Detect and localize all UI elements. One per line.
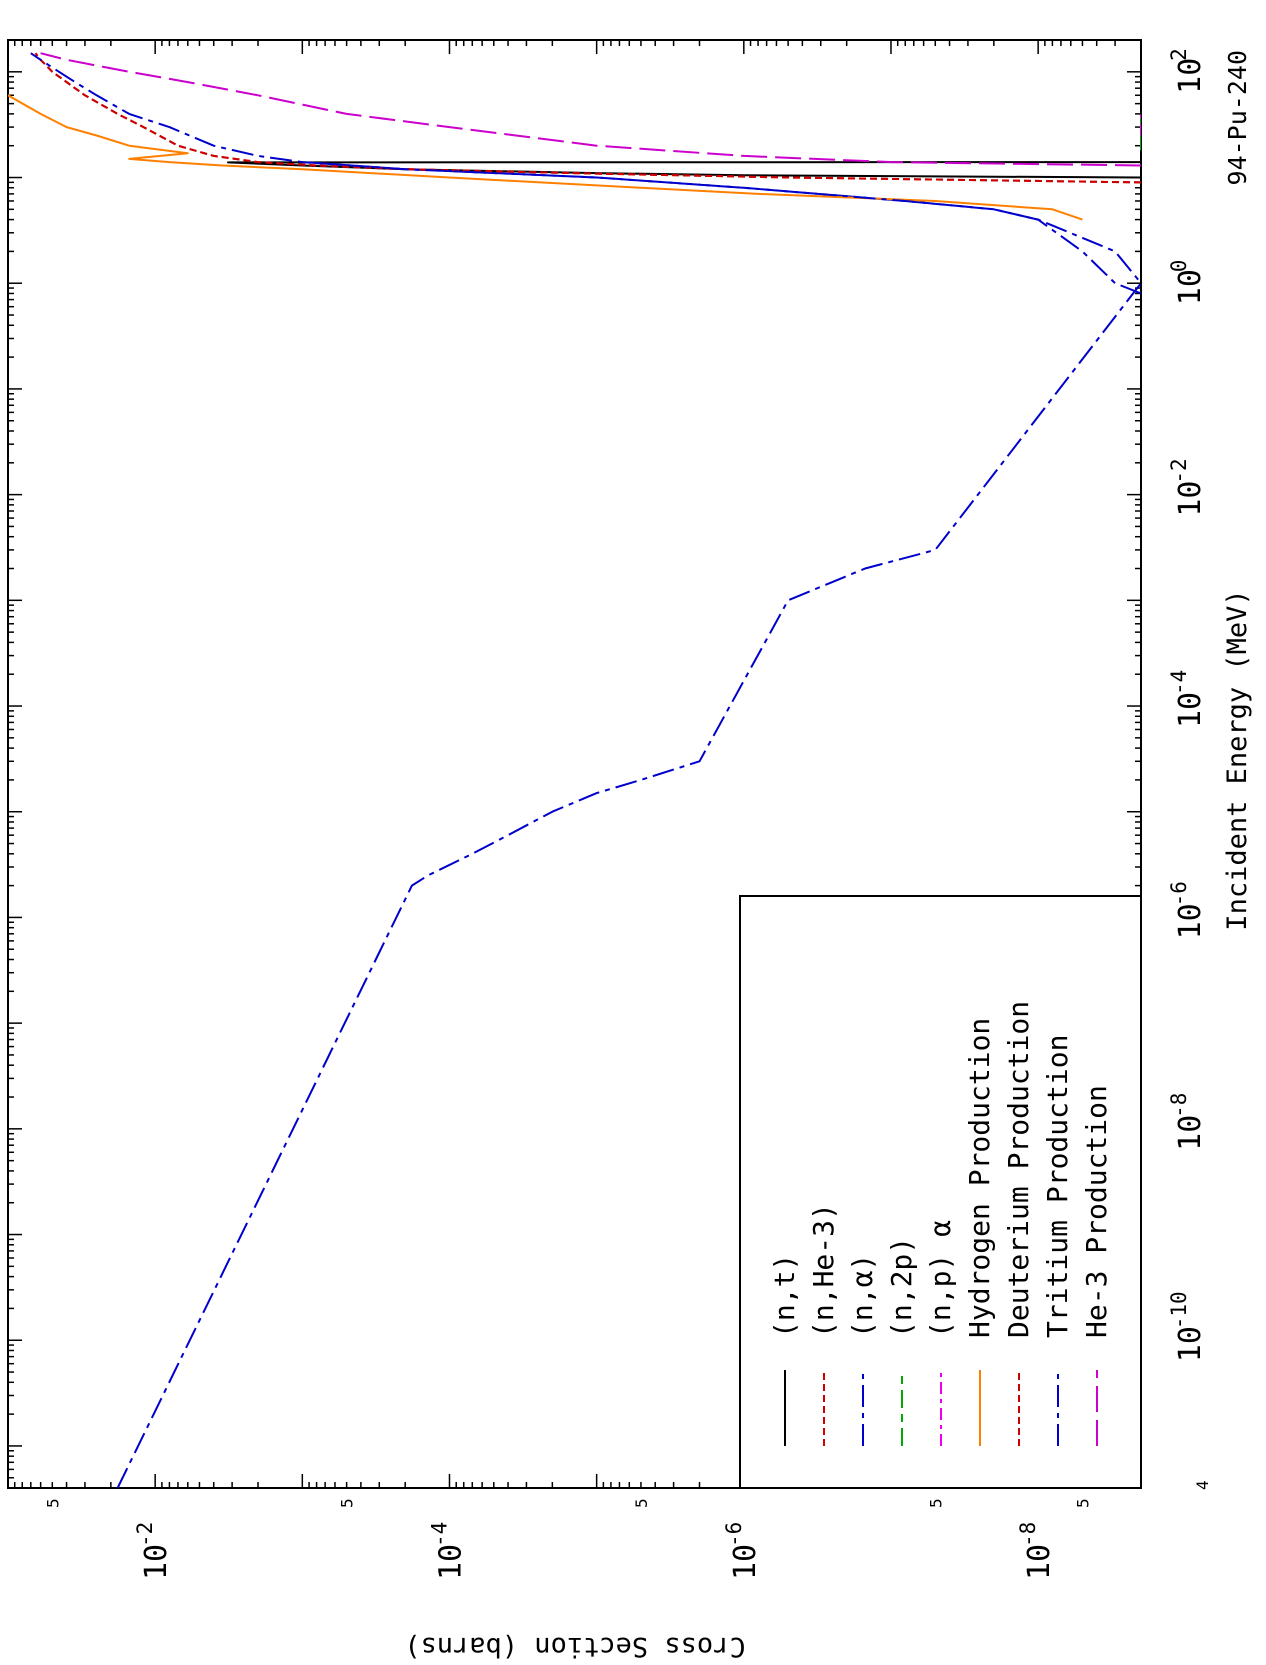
energy-tick-label: 10-8: [1167, 1093, 1208, 1151]
legend-label: Tritium Production: [1041, 1035, 1074, 1338]
cross-section-tick-label: 10-6: [722, 1522, 763, 1580]
energy-tick-base: 10: [1173, 480, 1208, 516]
axis-labels: 10-1010-810-610-410-2100102410-210-410-6…: [43, 48, 1253, 1662]
y-axis-title: Cross Section (barns): [404, 1631, 745, 1662]
legend-label: Deuterium Production: [1002, 1001, 1035, 1338]
legend: (n,t) (n,He-3) (n,α) (n,2p) (n,p) α Hydrogen …: [739, 895, 1142, 1489]
cross-section-tick-exponent: -2: [133, 1522, 157, 1547]
legend-label: (n,He-3): [807, 1203, 840, 1338]
energy-tick-exponent: -6: [1167, 881, 1191, 906]
plot-frame: [7, 39, 1142, 1489]
element-label: 94-Pu-240: [1223, 50, 1252, 185]
energy-tick-base: 10: [1173, 692, 1208, 728]
cross-section-tick-base: 10: [139, 1544, 174, 1580]
energy-tick-base: 10: [1173, 1326, 1208, 1362]
cross-section-minor-label: 5: [338, 1498, 357, 1508]
cross-section-tick-label: 10-8: [1016, 1522, 1057, 1580]
legend-label: He-3 Production: [1080, 1085, 1113, 1338]
cross-section-minor-label: 5: [1073, 1498, 1092, 1508]
cross-section-tick-exponent: -8: [1016, 1522, 1040, 1547]
energy-tick-label: 102: [1167, 48, 1208, 94]
series-line-n: [302, 161, 1141, 295]
energy-tick-base: 10: [1173, 269, 1208, 305]
cross-section-tick-base: 10: [433, 1544, 468, 1580]
energy-tick-exponent: 0: [1167, 260, 1191, 273]
series-line-n-t: [227, 145, 1141, 179]
energy-tick-base: 10: [1173, 1115, 1208, 1151]
energy-tick-label: 10-10: [1167, 1291, 1208, 1362]
cross-section-tick-labels: 10-210-410-610-85 5 5 5 5: [43, 1498, 1092, 1580]
energy-tick-exponent: -2: [1167, 458, 1191, 483]
legend-label: (n,α): [846, 1254, 879, 1338]
cross-section-minor-label: 5: [926, 1498, 945, 1508]
x-axis-title: Incident Energy (MeV): [1222, 589, 1253, 930]
series-line-tritium-production: [30, 52, 1141, 1488]
cross-section-minor-label: 5: [632, 1498, 651, 1508]
cross-section-minor-label: 5: [43, 1498, 62, 1508]
energy-tick-exponent: -8: [1167, 1093, 1191, 1118]
series-line-hydrogen-production: [8, 94, 1083, 221]
energy-tick-exponent: -10: [1167, 1291, 1191, 1329]
cross-section-tick-exponent: -4: [427, 1522, 451, 1547]
cross-section-tick-base: 10: [1022, 1544, 1057, 1580]
energy-tick-base: 10: [1173, 903, 1208, 939]
data-lines: [8, 52, 1141, 1488]
series-line-he-3-production: [40, 52, 1141, 167]
cross-section-tick-label: 10-2: [133, 1522, 174, 1580]
legend-label: Hydrogen Production: [963, 1018, 996, 1338]
legend-label: (n,p) α: [924, 1220, 957, 1338]
energy-tick-label: 10-4: [1167, 670, 1208, 728]
energy-tick-base: 10: [1173, 58, 1208, 94]
series-line-deuterium-production: [34, 52, 1141, 184]
energy-tick-label: 100: [1167, 260, 1208, 306]
energy-tick-exponent: 2: [1167, 48, 1191, 61]
legend-label: (n,t): [768, 1254, 801, 1338]
energy-tick-label: 10-6: [1167, 881, 1208, 939]
energy-tick-exponent: -4: [1167, 670, 1191, 695]
energy-edge-label: 4: [1193, 1480, 1212, 1490]
cross-section-tick-label: 10-4: [427, 1522, 468, 1580]
cross-section-tick-base: 10: [728, 1544, 763, 1580]
energy-tick-label: 10-2: [1167, 458, 1208, 516]
cross-section-tick-exponent: -6: [722, 1522, 746, 1547]
energy-axis-ticks: [8, 39, 1141, 1489]
legend-label: (n,2p): [885, 1237, 918, 1338]
